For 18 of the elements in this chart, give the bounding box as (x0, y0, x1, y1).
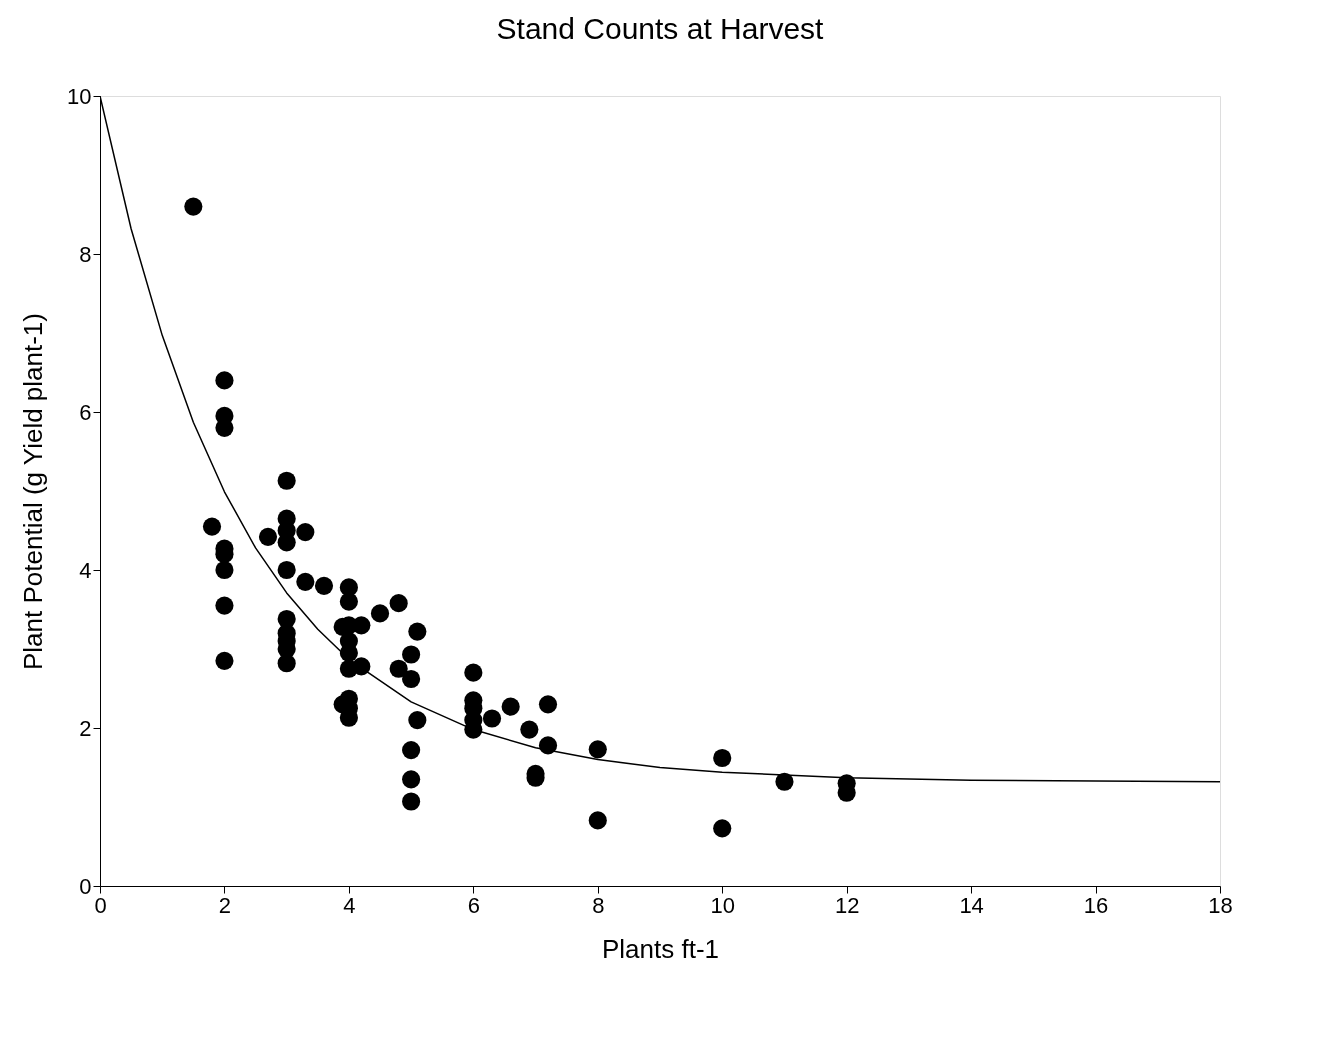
y-tick-label: 2 (79, 715, 92, 741)
chart-title: Stand Counts at Harvest (496, 12, 825, 45)
x-tick-label: 12 (834, 892, 860, 918)
x-tick-label: 4 (343, 892, 356, 918)
x-tick-label: 8 (592, 892, 605, 918)
y-tick-label: 8 (79, 241, 92, 267)
y-axis-title: Plant Potential (g Yield plant-1) (18, 313, 49, 670)
x-axis-title: Plants ft-1 (601, 933, 720, 964)
x-tick-label: 2 (218, 892, 232, 918)
y-tick-label: 6 (79, 399, 92, 425)
x-tick-label: 16 (1083, 892, 1109, 918)
y-tick-label: 4 (79, 557, 92, 583)
x-tick-label: 18 (1208, 892, 1233, 918)
x-tick-label: 14 (959, 892, 984, 918)
x-tick-label: 6 (467, 892, 480, 918)
y-tick-label: 0 (79, 873, 92, 899)
x-tick-label: 10 (710, 892, 735, 918)
y-tick-label: 10 (67, 83, 92, 109)
